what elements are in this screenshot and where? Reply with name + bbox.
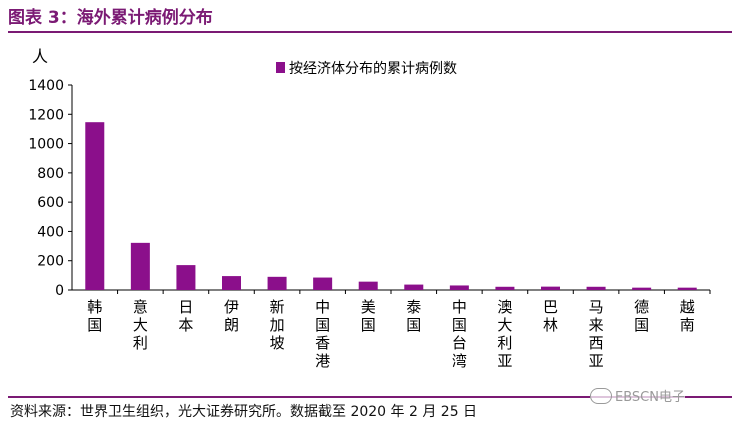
category-label: 伊朗 bbox=[224, 298, 239, 334]
y-unit-label: 人 bbox=[32, 47, 48, 66]
legend-label: 按经济体分布的累计病例数 bbox=[289, 61, 457, 77]
bar-0 bbox=[85, 122, 105, 290]
y-tick-label: 0 bbox=[55, 283, 64, 299]
y-tick-labels: 0 200 400 600 800 1000 1200 1400 人 bbox=[28, 47, 64, 299]
category-label: 日本 bbox=[178, 298, 193, 334]
source-note: 资料来源：世界卫生组织，光大证券研究所。数据截至 2020 年 2 月 25 日 bbox=[10, 404, 478, 420]
category-label: 新加坡 bbox=[270, 298, 285, 352]
bar-2 bbox=[176, 265, 196, 290]
watermark: EBSCN电子 bbox=[590, 386, 685, 405]
legend: 按经济体分布的累计病例数 bbox=[276, 61, 457, 77]
category-label: 巴林 bbox=[543, 298, 558, 334]
bar-1 bbox=[130, 242, 150, 290]
axes bbox=[68, 84, 711, 294]
bar-8 bbox=[449, 285, 469, 290]
chat-bubble-icon bbox=[590, 388, 612, 404]
category-label: 中国台湾 bbox=[452, 298, 467, 370]
y-tick-label: 1200 bbox=[28, 107, 64, 123]
title-rule bbox=[8, 31, 732, 33]
category-label: 越南 bbox=[680, 298, 695, 334]
category-label: 中国香港 bbox=[315, 298, 330, 370]
bar-9 bbox=[495, 286, 515, 290]
bar-6 bbox=[358, 281, 378, 290]
category-label: 意大利 bbox=[133, 298, 148, 352]
y-tick-label: 600 bbox=[37, 195, 64, 211]
category-label: 韩国 bbox=[87, 298, 102, 334]
y-tick-label: 1400 bbox=[28, 78, 64, 94]
y-tick-label: 800 bbox=[37, 166, 64, 182]
bars bbox=[85, 122, 697, 290]
bar-11 bbox=[586, 286, 606, 290]
y-tick-label: 200 bbox=[37, 254, 64, 270]
category-label: 马来西亚 bbox=[589, 298, 604, 370]
source-rule bbox=[8, 396, 732, 398]
category-label: 澳大利亚 bbox=[497, 298, 512, 370]
figure-title: 图表 3：海外累计病例分布 bbox=[8, 8, 213, 28]
category-label: 德国 bbox=[634, 298, 649, 334]
bar-7 bbox=[404, 284, 424, 290]
category-label: 美国 bbox=[361, 298, 376, 334]
y-tick-label: 1000 bbox=[28, 137, 64, 153]
bar-5 bbox=[313, 277, 333, 290]
legend-swatch bbox=[276, 62, 285, 73]
bar-10 bbox=[541, 286, 560, 290]
category-label: 泰国 bbox=[406, 298, 421, 334]
bar-4 bbox=[267, 276, 287, 290]
bar-12 bbox=[632, 287, 652, 290]
watermark-text: EBSCN电子 bbox=[615, 390, 685, 405]
y-tick-label: 400 bbox=[37, 224, 64, 240]
bar-3 bbox=[222, 276, 241, 290]
bar-13 bbox=[677, 287, 697, 290]
